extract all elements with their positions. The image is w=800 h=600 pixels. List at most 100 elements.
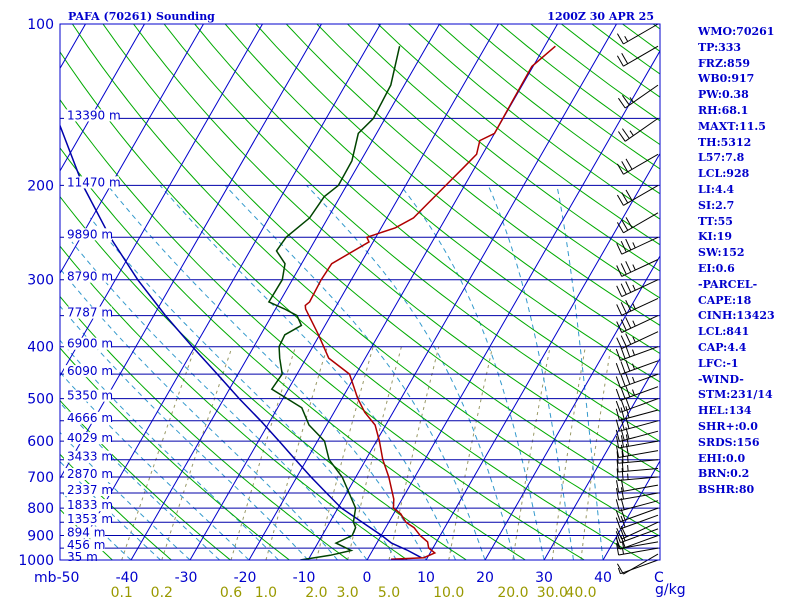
height-labels: 13390 m 11470 m 9890 m 8790 m 7787 m 6900 m 60… (64, 108, 121, 564)
wind-barb-feather (620, 497, 625, 510)
height-label-bg (64, 539, 105, 552)
y-unit-label: mb (34, 570, 57, 586)
height-label-bg (64, 432, 112, 445)
height-label: 6900 m (67, 337, 113, 351)
wind-barb-feather (625, 189, 633, 201)
wind-barb (616, 331, 659, 350)
wind-barb-feather (625, 345, 631, 358)
chart-time: 1200Z 30 APR 25 (547, 10, 654, 23)
wind-barb-feather (621, 161, 629, 173)
wind-barb-feather (632, 349, 635, 356)
index-item: BRN:0.2 (698, 467, 750, 481)
wind-barb (616, 543, 659, 556)
isotherm-line (366, 49, 660, 560)
height-label: 9890 m (67, 227, 113, 241)
isotherm-line (60, 24, 146, 172)
wind-barb-feather (616, 222, 624, 234)
wind-barb-feather (621, 468, 624, 481)
index-item: CINH:13423 (698, 309, 775, 323)
wind-barb (616, 153, 659, 175)
wind-barb-feather (615, 429, 620, 442)
mixing-ratio-tick-label: 3.0 (336, 585, 358, 600)
wind-barb-feather (625, 397, 631, 410)
index-item: HEL:134 (698, 404, 752, 418)
index-item: EHI:0.0 (698, 451, 746, 465)
wind-barb-shaft (620, 535, 659, 550)
wind-barb (615, 497, 659, 512)
height-label: 11470 m (67, 175, 121, 189)
wind-barb-feather (616, 321, 623, 333)
wind-barb-shaft (618, 476, 659, 481)
index-item: SW:152 (698, 246, 745, 260)
index-item: SI:2.7 (698, 198, 735, 212)
wind-barb-feather (632, 303, 636, 310)
height-label-bg (64, 526, 105, 539)
wind-barb-shaft (619, 409, 659, 421)
wind-barb (616, 434, 659, 449)
height-label: 5350 m (67, 389, 113, 403)
wind-barb-feather (616, 55, 624, 67)
wind-barb-feather (615, 517, 621, 530)
temperature-tick-label: 30 (535, 570, 553, 586)
wind-barb (616, 468, 659, 481)
wind-barb-feather (629, 97, 634, 103)
height-label: 1833 m (67, 498, 113, 512)
index-item: CAP:4.4 (698, 340, 747, 354)
isotherm-line (543, 357, 660, 560)
wind-barb-shaft (621, 331, 659, 350)
isotherm-line (60, 24, 264, 377)
wind-barb-feather (616, 563, 624, 575)
height-label: 2337 m (67, 483, 113, 497)
wind-barb-feather (627, 456, 629, 463)
wind-barb-shaft (620, 507, 659, 523)
wind-barb-shaft (623, 45, 659, 67)
wind-barb-shaft (620, 528, 659, 544)
wind-barb-feather (616, 480, 620, 493)
wind-barb-shaft (623, 553, 659, 575)
isotherm-line (602, 460, 660, 560)
height-label: 6090 m (67, 364, 113, 378)
chart-title: PAFA (70261) Sounding (68, 10, 215, 23)
wind-barb (616, 297, 659, 316)
wind-barb-feather (625, 261, 632, 273)
wind-barb-feather (616, 337, 623, 349)
index-item: SHR+:0.0 (698, 419, 758, 433)
height-label-bg (64, 270, 112, 283)
wind-barb-feather (615, 499, 620, 512)
mixing-ratio-unit-label: g/kg (655, 582, 686, 598)
wind-barb-feather (625, 434, 629, 447)
isotherm-line (189, 24, 500, 560)
wind-barb-feather (616, 451, 619, 464)
index-item: LCL:928 (698, 167, 750, 181)
wind-barb-feather (621, 192, 629, 204)
wind-barb-feather (624, 36, 629, 42)
height-label-bg (64, 411, 112, 424)
wind-barb-feather (621, 95, 630, 106)
mixing-ratio-tick-label: 40.0 (565, 585, 596, 600)
index-item: WMO:70261 (698, 25, 775, 38)
wind-barb-feather (616, 163, 624, 175)
wind-barb (615, 345, 659, 361)
isotherm-line (60, 24, 323, 480)
wind-barb-feather (620, 407, 625, 420)
height-label-bg (64, 499, 112, 512)
index-item: TH:5312 (698, 135, 752, 149)
wind-barb-feather (629, 130, 634, 136)
wind-barb-feather (620, 444, 624, 457)
pressure-tick-label: 800 (27, 501, 54, 517)
height-label: 456 m (67, 538, 105, 552)
index-item: TP:333 (698, 40, 742, 54)
sounding-profiles (60, 45, 556, 560)
wind-barb-feather (625, 158, 633, 170)
mixing-ratio-tick-label: 20.0 (497, 585, 528, 600)
wind-barb-feather (632, 284, 636, 291)
pressure-tick-label: 600 (27, 434, 54, 450)
temperature-tick-label: -10 (293, 570, 316, 586)
wind-barb-feather (632, 336, 636, 343)
wind-barb-feather (617, 97, 626, 109)
height-label: 4666 m (67, 411, 113, 425)
wind-barb-shaft (624, 117, 659, 142)
wind-barb-feather (615, 408, 620, 421)
